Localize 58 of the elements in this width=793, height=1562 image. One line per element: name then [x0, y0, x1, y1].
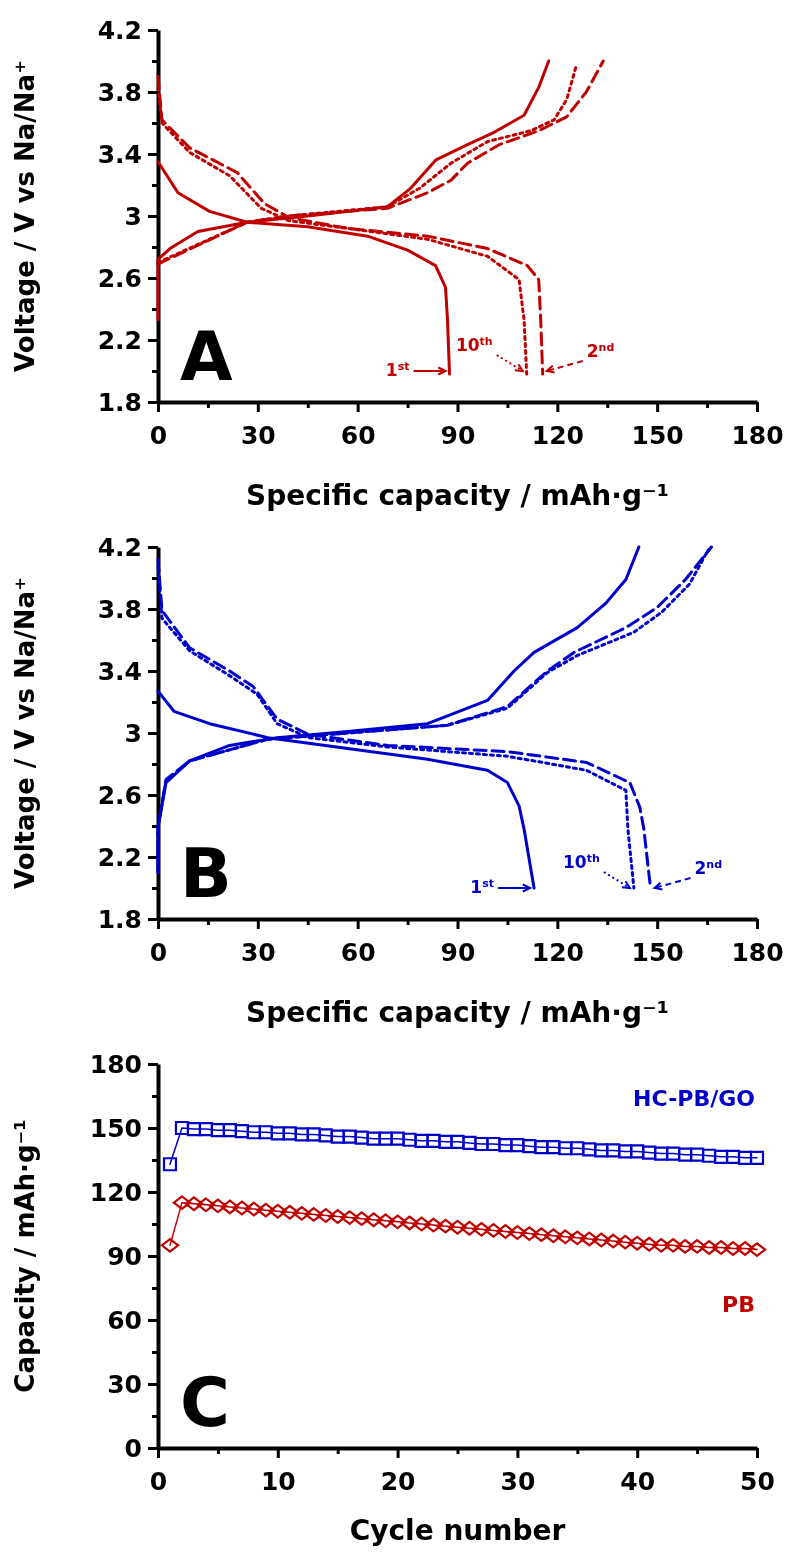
x-axis-title: Specific capacity / mAh·g⁻¹ — [246, 479, 669, 512]
y-axis-title: Voltage / V vs Na/Na⁺ — [10, 60, 40, 372]
y-tick-label: 120 — [89, 1177, 142, 1207]
x-tick-label: 120 — [531, 420, 584, 450]
y-tick-label: 4.2 — [97, 15, 142, 45]
x-axis-title: Cycle number — [349, 1514, 566, 1547]
y-tick-label: 3.8 — [97, 594, 142, 624]
y-tick-label: 3.8 — [97, 77, 142, 107]
y-tick-label: 1.8 — [97, 904, 142, 934]
x-tick-label: 90 — [440, 937, 476, 967]
annotation: 10$^{th}$ — [455, 334, 493, 355]
y-tick-label: 2.2 — [97, 842, 142, 872]
x-tick-label: 60 — [340, 420, 376, 450]
x-tick-label: 120 — [531, 937, 584, 967]
x-tick-label: 60 — [340, 937, 376, 967]
annotation: C — [180, 1363, 230, 1442]
y-tick-label: 4.2 — [97, 532, 142, 562]
y-axis-title: Voltage / V vs Na/Na⁺ — [10, 577, 40, 889]
annotation: 2$^{nd}$ — [694, 857, 723, 878]
annotation: 1$^{st}$ — [385, 359, 411, 380]
x-tick-label: 0 — [149, 420, 168, 450]
x-tick-label: 180 — [731, 937, 784, 967]
y-tick-label: 60 — [107, 1305, 142, 1335]
x-tick-label: 30 — [240, 937, 276, 967]
x-tick-label: 90 — [440, 420, 476, 450]
x-tick-label: 10 — [260, 1466, 296, 1496]
x-tick-label: 40 — [620, 1466, 656, 1496]
x-tick-label: 150 — [631, 937, 684, 967]
y-tick-label: 2.2 — [97, 325, 142, 355]
x-tick-label: 50 — [740, 1466, 775, 1496]
x-tick-label: 180 — [731, 420, 784, 450]
y-tick-label: 3 — [124, 718, 142, 748]
y-tick-label: 1.8 — [97, 387, 142, 417]
annotation: 2$^{nd}$ — [586, 340, 615, 361]
annotation: 1$^{st}$ — [470, 876, 495, 897]
x-tick-label: 30 — [500, 1466, 536, 1496]
x-axis-title: Specific capacity / mAh·g⁻¹ — [246, 996, 669, 1029]
y-tick-label: 2.6 — [97, 263, 142, 293]
series-label: PB — [722, 1291, 755, 1317]
y-tick-label: 180 — [89, 1049, 142, 1079]
y-tick-label: 3.4 — [97, 139, 142, 169]
y-tick-label: 150 — [89, 1113, 142, 1143]
y-tick-label: 30 — [107, 1369, 142, 1399]
y-tick-label: 0 — [124, 1433, 142, 1463]
annotation: 10$^{th}$ — [563, 851, 600, 872]
annotation: B — [180, 834, 232, 913]
y-tick-label: 3.4 — [97, 656, 142, 686]
x-tick-label: 20 — [380, 1466, 416, 1496]
y-tick-label: 3 — [124, 201, 142, 231]
x-tick-label: 30 — [240, 420, 276, 450]
x-tick-label: 0 — [149, 937, 168, 967]
x-tick-label: 150 — [631, 420, 684, 450]
annotation: A — [180, 317, 233, 396]
series-label: HC-PB/GO — [633, 1085, 755, 1111]
x-tick-label: 0 — [149, 1466, 168, 1496]
y-tick-label: 90 — [107, 1241, 142, 1271]
y-tick-label: 2.6 — [97, 780, 142, 810]
y-axis-title: Capacity / mAh·g⁻¹ — [10, 1119, 40, 1393]
